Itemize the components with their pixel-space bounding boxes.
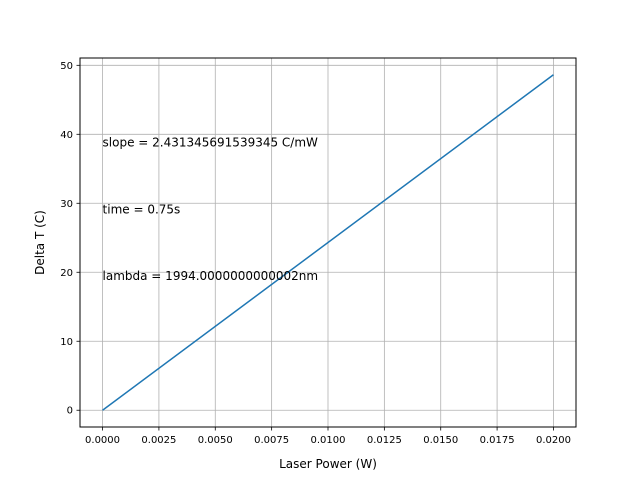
x-tick-label: 0.0150 [423,435,458,446]
annotation-text: time = 0.75s [103,202,181,216]
x-tick-label: 0.0125 [367,435,402,446]
y-tick-label: 20 [60,268,73,279]
x-tick-label: 0.0075 [254,435,289,446]
ticks: 0.0000 0.0025 0.0050 0.0075 0.0100 0.0125 0.01… [60,61,571,446]
y-tick-label: 10 [60,337,73,348]
y-tick-label: 40 [60,130,73,141]
x-tick-label: 0.0000 [85,435,120,446]
y-tick-label: 30 [60,199,73,210]
annotation-text: slope = 2.431345691539345 C/mW [103,135,319,149]
x-tick-label: 0.0025 [141,435,176,446]
series-line [102,74,554,411]
y-axis-label: Delta T (C) [33,210,47,275]
x-tick-label: 0.0175 [480,435,515,446]
series-layer [102,74,554,411]
annotations: slope = 2.431345691539345 C/mW time = 0.7… [103,135,319,283]
x-tick-label: 0.0050 [198,435,233,446]
x-tick-label: 0.0200 [536,435,571,446]
x-tick-label: 0.0100 [311,435,346,446]
annotation-text: lambda = 1994.0000000000002nm [103,269,319,283]
y-tick-label: 50 [60,61,73,72]
x-axis-label: Laser Power (W) [279,457,377,471]
y-tick-label: 0 [67,406,73,417]
